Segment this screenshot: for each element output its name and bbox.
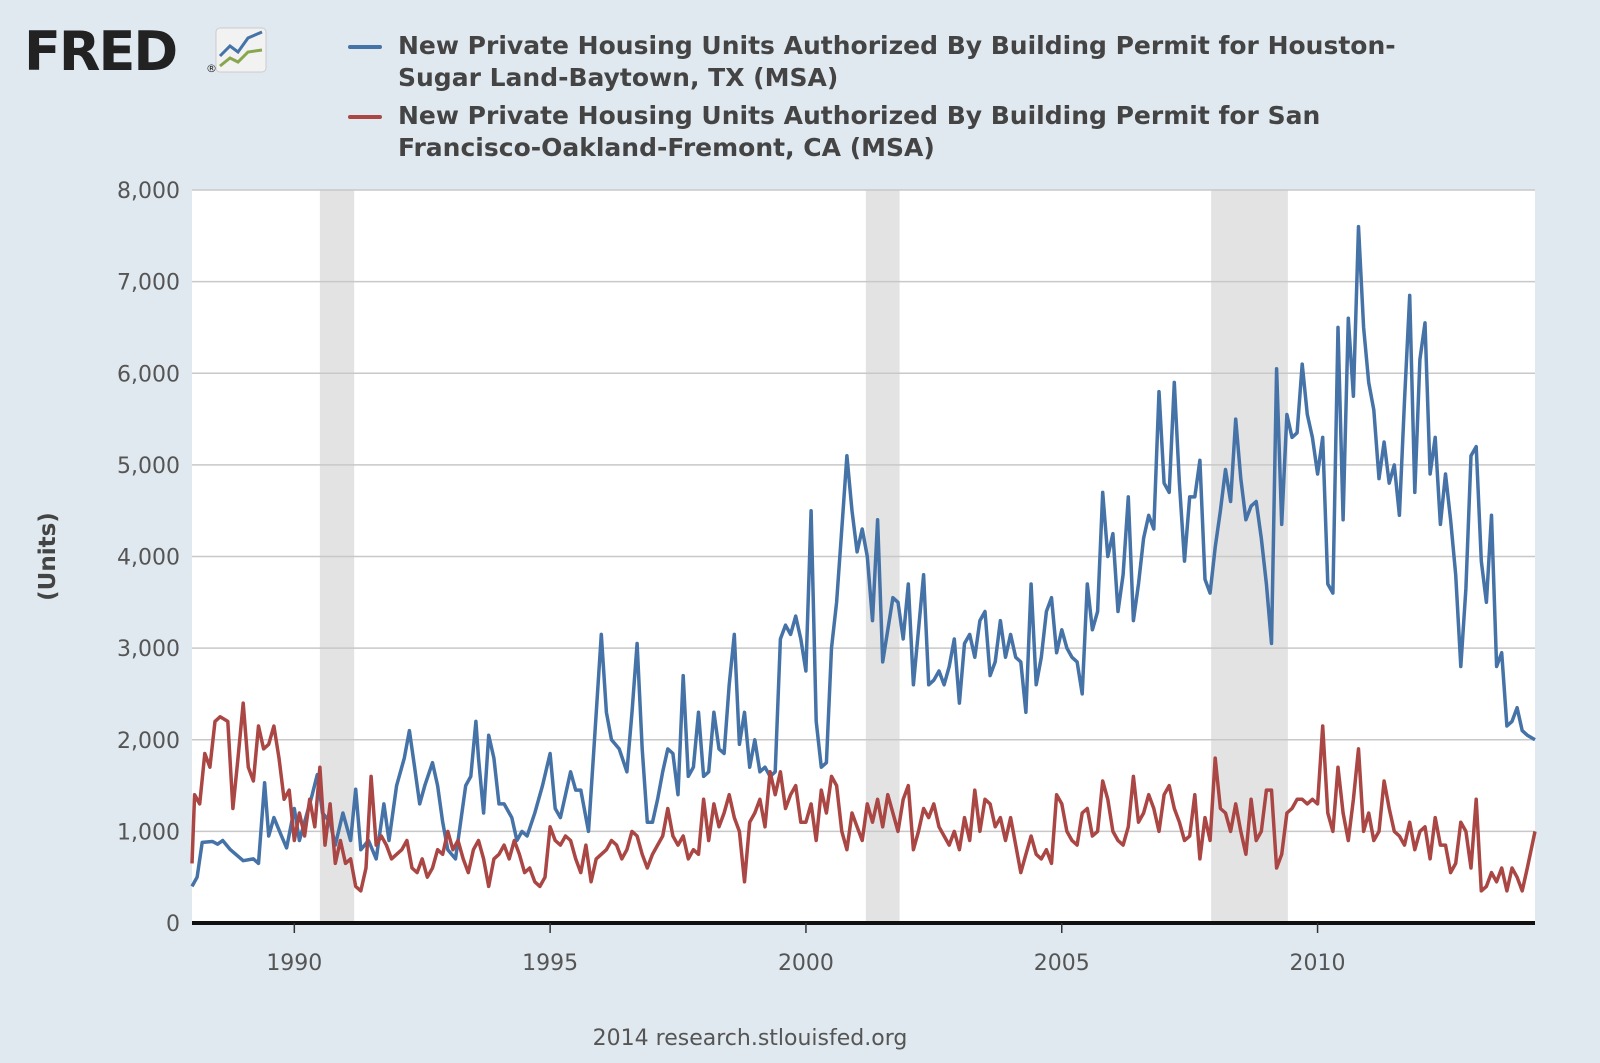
y-tick-label: 4,000 — [117, 546, 180, 571]
fred-logo: FRED ® — [24, 20, 279, 83]
source-credit: 2014 research.stlouisfed.org — [592, 1026, 908, 1051]
y-axis-label: (Units) — [35, 512, 61, 601]
x-tick-label: 2000 — [778, 951, 834, 976]
x-axis-ticks: 1990 1995 2000 2005 2010 — [266, 923, 1346, 976]
y-tick-label: 3,000 — [117, 637, 180, 662]
y-tick-label: 8,000 — [117, 179, 180, 204]
x-tick-label: 2010 — [1290, 951, 1346, 976]
series-line-houston — [190, 224, 1536, 888]
series-line-san-francisco — [190, 701, 1537, 893]
y-tick-label: 6,000 — [117, 362, 180, 387]
x-tick-label: 1990 — [266, 951, 322, 976]
y-axis-ticks: 0 1,000 2,000 3,000 4,000 5,000 6,000 7,000 8,00… — [117, 179, 180, 937]
legend-swatch-houston — [348, 45, 382, 49]
y-tick-label: 0 — [166, 912, 180, 937]
legend-label-san-francisco: New Private Housing Units Authorized By … — [398, 101, 1321, 162]
registered-mark: ® — [206, 62, 217, 75]
logo-chart-icon — [215, 27, 267, 73]
x-tick-label: 1995 — [522, 951, 578, 976]
y-tick-label: 2,000 — [117, 729, 180, 754]
legend-item-san-francisco: New Private Housing Units Authorized By … — [348, 100, 1548, 164]
fred-logo-graphic: FRED ® — [24, 20, 267, 83]
x-tick-label: 2005 — [1034, 951, 1090, 976]
legend-swatch-san-francisco — [348, 115, 382, 119]
y-tick-label: 7,000 — [117, 271, 180, 296]
y-tick-label: 5,000 — [117, 454, 180, 479]
y-tick-label: 1,000 — [117, 820, 180, 845]
brand-name: FRED — [24, 22, 176, 82]
legend-item-houston: New Private Housing Units Authorized By … — [348, 30, 1548, 94]
legend-label-houston: New Private Housing Units Authorized By … — [398, 31, 1396, 92]
chart-legend: New Private Housing Units Authorized By … — [348, 30, 1548, 170]
series-lines — [190, 224, 1537, 893]
